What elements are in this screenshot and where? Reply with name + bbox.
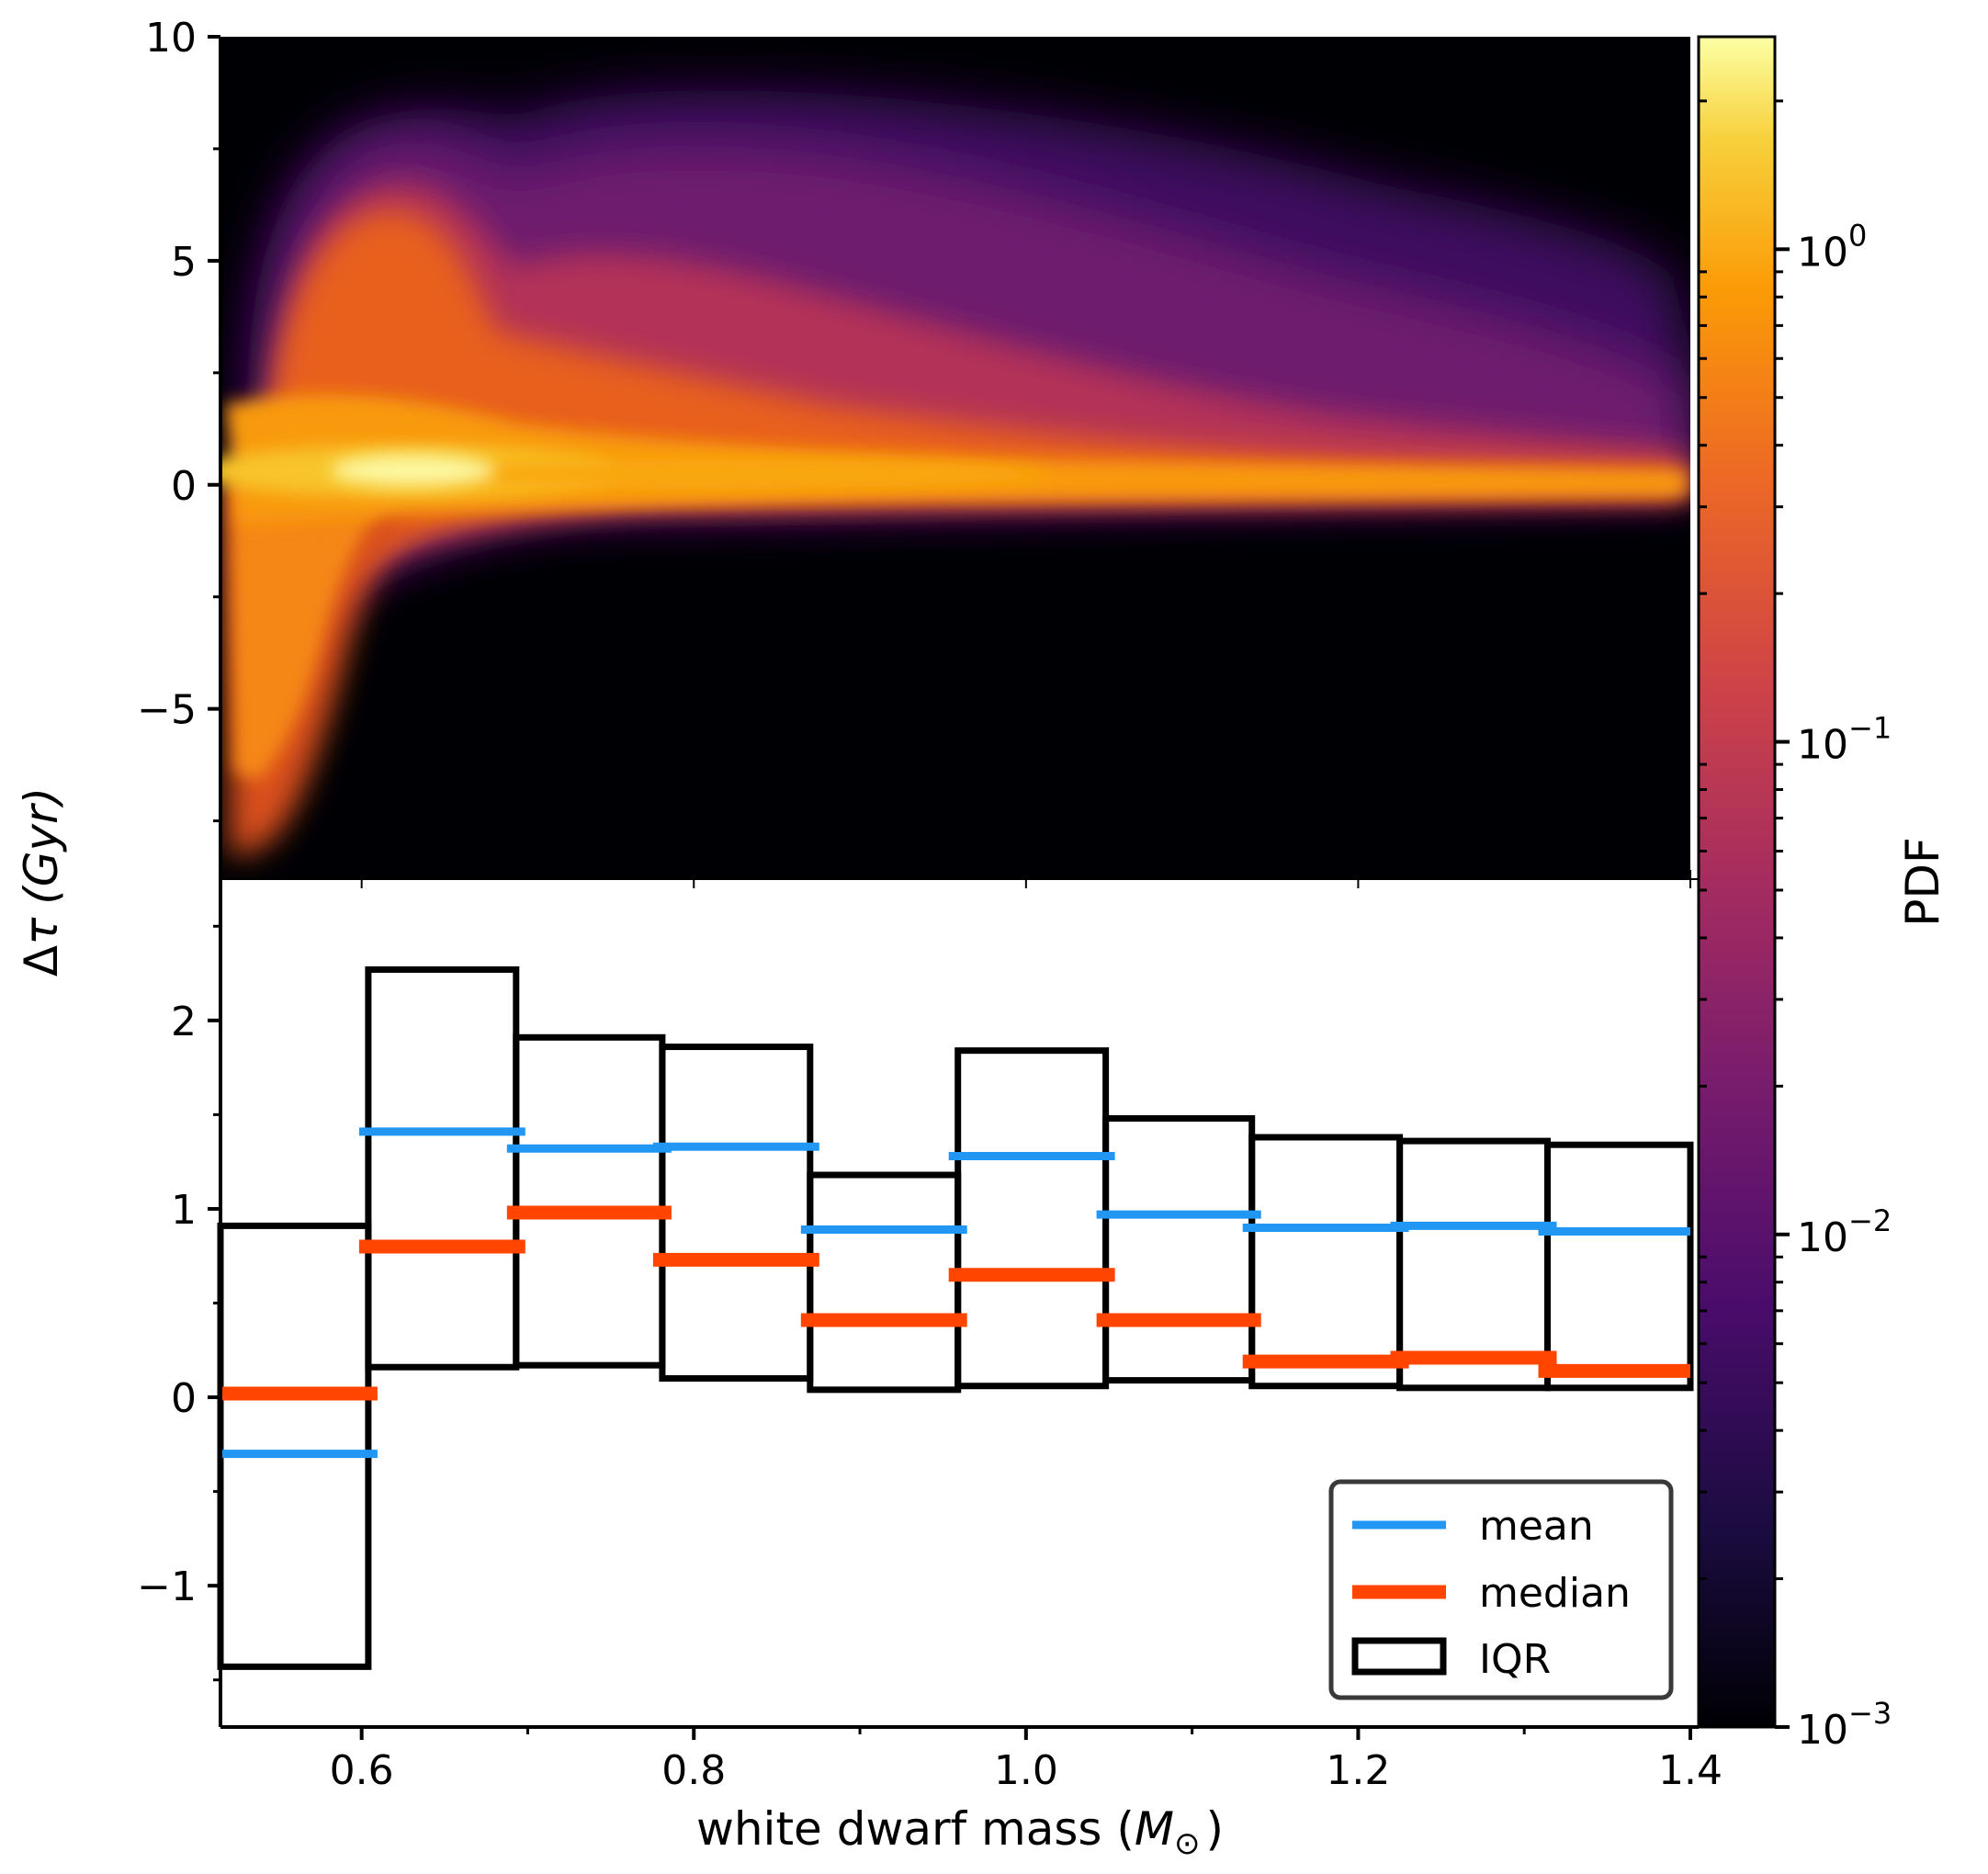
legend-iqr-label: IQR: [1479, 1636, 1551, 1683]
y-tick-label: 0: [171, 1375, 197, 1422]
colorbar-gradient: [1699, 37, 1775, 1727]
y-tick-label: −5: [137, 687, 197, 734]
stats-panel: mean median IQR: [217, 879, 1694, 1727]
y-tick-label: 2: [171, 999, 197, 1045]
y-tick-label: 5: [171, 239, 197, 286]
colorbar-frame: [1697, 35, 1777, 1729]
iqr-box: [1544, 1141, 1694, 1392]
x-axis-title: white dwarf mass (M⊙): [696, 1802, 1224, 1862]
x-axis-ticks: 0.6 0.8 1.0 1.2 1.4: [330, 870, 1723, 1794]
colorbar-label: PDF: [1896, 837, 1949, 926]
legend-median-label: median: [1479, 1570, 1631, 1617]
y-tick-label: 1: [171, 1187, 197, 1234]
colorbar-tick-label: 10−3: [1797, 1696, 1892, 1754]
colorbar-tick-label: 10−1: [1797, 711, 1892, 769]
legend[interactable]: mean median IQR: [1328, 1479, 1674, 1700]
y-axis-title: Δτ(Gyr): [15, 787, 68, 977]
mean-series: [220, 1127, 1690, 1459]
colorbar-tick-label: 10−2: [1797, 1203, 1892, 1261]
colorbar: 100 10−1 10−2 10−3 PDF: [1697, 35, 1949, 1754]
y-tick-label: 0: [171, 463, 197, 510]
x-tick-label: 0.6: [330, 1747, 394, 1794]
heatmap-density: [220, 90, 1690, 855]
median-series: [220, 1205, 1690, 1401]
colorbar-tick-label: 100: [1797, 218, 1867, 276]
x-tick-label: 1.2: [1326, 1747, 1390, 1794]
top-panel-y-ticks: 10 5 0 −5: [137, 15, 220, 823]
x-tick-label: 1.4: [1658, 1747, 1723, 1794]
x-tick-label: 0.8: [661, 1747, 726, 1794]
heatmap-panel: [220, 37, 1690, 879]
legend-mean-label: mean: [1479, 1503, 1594, 1550]
bottom-panel-y-ticks: 2 1 0 −1: [137, 924, 220, 1682]
iqr-boxes: [217, 965, 1694, 1670]
x-tick-label: 1.0: [994, 1747, 1058, 1794]
colorbar-ticks: 100 10−1 10−2 10−3: [1699, 99, 1892, 1754]
legend-iqr-swatch: [1351, 1637, 1447, 1676]
y-tick-label: −1: [137, 1564, 197, 1610]
y-tick-label: 10: [145, 15, 197, 62]
